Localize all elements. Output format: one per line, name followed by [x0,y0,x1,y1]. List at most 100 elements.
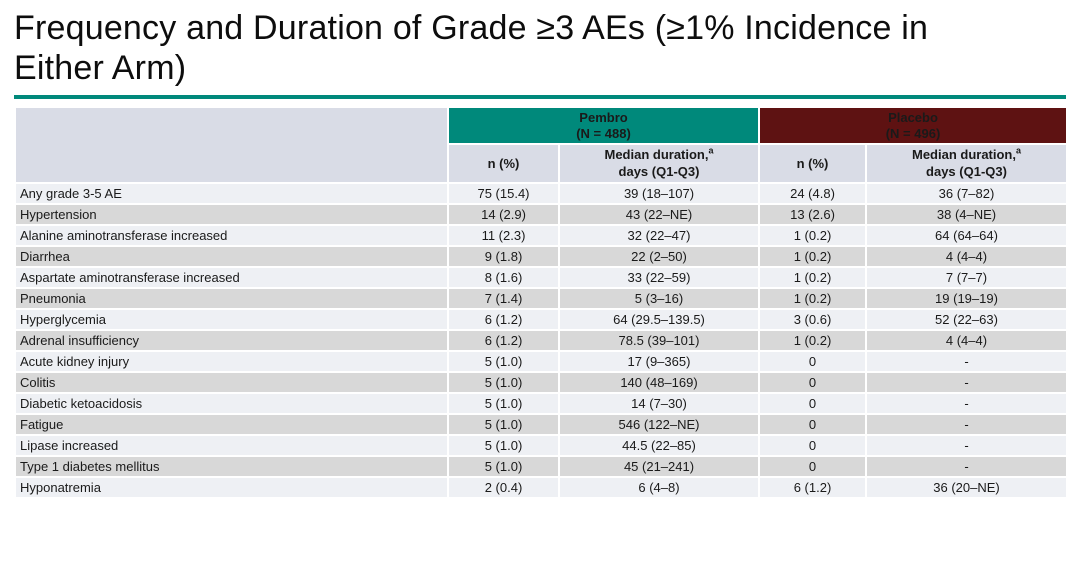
ae-name-cell: Hyperglycemia [14,307,449,331]
placebo-median-cell: - [865,370,1068,394]
table-row: Hyponatremia 2 (0.4) 6 (4–8) 6 (1.2) 36 … [14,475,1068,499]
ae-name-cell: Acute kidney injury [14,349,449,373]
placebo-group-name: Placebo [888,110,938,126]
placebo-median-cell: - [865,454,1068,478]
pembro-n-cell: 5 (1.0) [447,370,560,394]
placebo-group-header: Placebo (N = 496) [758,106,1068,146]
placebo-n-cell: 0 [758,454,867,478]
pembro-median-cell: 33 (22–59) [558,265,760,289]
table-row: Hypertension 14 (2.9) 43 (22–NE) 13 (2.6… [14,202,1068,226]
slide: Frequency and Duration of Grade ≥3 AEs (… [0,8,1080,569]
ae-name-cell: Adrenal insufficiency [14,328,449,352]
ae-name-cell: Any grade 3-5 AE [14,181,449,205]
pembro-n-cell: 8 (1.6) [447,265,560,289]
ae-name-cell: Diabetic ketoacidosis [14,391,449,415]
pembro-median-cell: 43 (22–NE) [558,202,760,226]
table-row: Adrenal insufficiency 6 (1.2) 78.5 (39–1… [14,328,1068,352]
ae-name-cell: Lipase increased [14,433,449,457]
placebo-n-cell: 1 (0.2) [758,265,867,289]
median-header-text: Median duration, [604,147,709,163]
placebo-n-cell: 0 [758,349,867,373]
placebo-median-cell: 36 (7–82) [865,181,1068,205]
sub-header-row: n (%) Median duration,a days (Q1-Q3) n (… [15,143,1068,184]
ae-name-cell: Diarrhea [14,244,449,268]
ae-name-cell: Pneumonia [14,286,449,310]
pembro-n-cell: 5 (1.0) [447,433,560,457]
table-row: Acute kidney injury 5 (1.0) 17 (9–365) 0… [14,349,1068,373]
placebo-median-cell: 52 (22–63) [865,307,1068,331]
title-underline-rule [14,95,1066,100]
ae-name-cell: Fatigue [14,412,449,436]
table-row: Fatigue 5 (1.0) 546 (122–NE) 0 - [14,412,1068,436]
table-row: Pneumonia 7 (1.4) 5 (3–16) 1 (0.2) 19 (1… [14,286,1068,310]
placebo-median-cell: - [865,412,1068,436]
placebo-median-cell: 19 (19–19) [865,286,1068,310]
pembro-group-n: (N = 488) [576,125,631,141]
ae-name-cell: Alanine aminotransferase increased [14,223,449,247]
pembro-median-cell: 22 (2–50) [558,244,760,268]
corner-cell [14,106,449,184]
placebo-median-cell: 7 (7–7) [865,265,1068,289]
placebo-n-cell: 1 (0.2) [758,286,867,310]
pembro-n-cell: 7 (1.4) [447,286,560,310]
placebo-group-n: (N = 496) [885,125,941,141]
table-row: Type 1 diabetes mellitus 5 (1.0) 45 (21–… [14,454,1068,478]
placebo-n-cell: 24 (4.8) [758,181,867,205]
table-row: Colitis 5 (1.0) 140 (48–169) 0 - [14,370,1068,394]
pembro-n-cell: 5 (1.0) [447,412,560,436]
placebo-median-cell: - [865,349,1068,373]
placebo-n-cell: 0 [758,433,867,457]
ae-name-cell: Type 1 diabetes mellitus [14,454,449,478]
median-header-units: days (Q1-Q3) [926,163,1007,179]
ae-name-cell: Aspartate aminotransferase increased [14,265,449,289]
pembro-n-cell: 14 (2.9) [447,202,560,226]
pembro-median-cell: 64 (29.5–139.5) [558,307,760,331]
placebo-n-cell: 6 (1.2) [758,475,867,499]
pembro-median-header: Median duration,a days (Q1-Q3) [558,143,760,184]
placebo-median-cell: 4 (4–4) [865,244,1068,268]
placebo-n-cell: 13 (2.6) [758,202,867,226]
pembro-median-cell: 140 (48–169) [558,370,760,394]
pembro-median-cell: 78.5 (39–101) [558,328,760,352]
pembro-n-cell: 6 (1.2) [447,307,560,331]
footnote-marker: a [1015,146,1021,157]
pembro-median-cell: 6 (4–8) [558,475,760,499]
ae-table: Pembro (N = 488) Placebo (N = 496) n (%)… [14,106,1068,499]
placebo-median-cell: - [865,433,1068,457]
pembro-group-name: Pembro [579,110,628,126]
placebo-median-cell: - [865,391,1068,415]
pembro-median-cell: 546 (122–NE) [558,412,760,436]
placebo-n-cell: 0 [758,391,867,415]
median-header-text: Median duration, [911,147,1016,163]
table-row: Alanine aminotransferase increased 11 (2… [14,223,1068,247]
placebo-n-cell: 3 (0.6) [758,307,867,331]
table-row: Any grade 3-5 AE 75 (15.4) 39 (18–107) 2… [14,181,1068,205]
table-row: Diarrhea 9 (1.8) 22 (2–50) 1 (0.2) 4 (4–… [14,244,1068,268]
placebo-n-pct-header: n (%) [758,143,867,184]
pembro-n-cell: 75 (15.4) [447,181,560,205]
placebo-median-cell: 4 (4–4) [865,328,1068,352]
pembro-n-cell: 5 (1.0) [447,391,560,415]
pembro-group-header: Pembro (N = 488) [447,106,760,146]
pembro-median-cell: 39 (18–107) [558,181,760,205]
page-title: Frequency and Duration of Grade ≥3 AEs (… [14,8,1066,88]
ae-name-cell: Hypertension [14,202,449,226]
ae-name-cell: Colitis [14,370,449,394]
pembro-n-cell: 5 (1.0) [447,454,560,478]
table-row: Aspartate aminotransferase increased 8 (… [14,265,1068,289]
pembro-n-pct-header: n (%) [447,143,560,184]
pembro-median-cell: 44.5 (22–85) [558,433,760,457]
placebo-median-cell: 38 (4–NE) [865,202,1068,226]
pembro-n-cell: 9 (1.8) [447,244,560,268]
placebo-median-cell: 36 (20–NE) [865,475,1068,499]
placebo-median-cell: 64 (64–64) [865,223,1068,247]
pembro-median-cell: 45 (21–241) [558,454,760,478]
placebo-median-header: Median duration,a days (Q1-Q3) [865,143,1068,184]
placebo-n-cell: 1 (0.2) [758,223,867,247]
median-header-units: days (Q1-Q3) [618,163,700,179]
pembro-median-cell: 17 (9–365) [558,349,760,373]
ae-name-cell: Hyponatremia [14,475,449,499]
pembro-median-cell: 32 (22–47) [558,223,760,247]
placebo-n-cell: 1 (0.2) [758,328,867,352]
placebo-n-cell: 1 (0.2) [758,244,867,268]
